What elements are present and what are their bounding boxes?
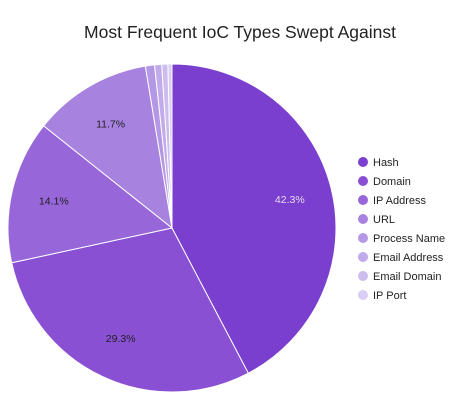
legend-label-domain: Domain xyxy=(373,176,411,188)
legend-marker-email-address xyxy=(358,252,368,262)
slice-domain xyxy=(11,227,249,393)
chart-title: Most Frequent IoC Types Swept Against xyxy=(84,22,396,42)
slice-hash xyxy=(171,63,337,374)
slice-label-domain: 29.3% xyxy=(106,333,136,345)
slice-labels: 42.3% 29.3% 14.1% 11.7% xyxy=(39,118,305,345)
legend-label-email-address: Email Address xyxy=(373,252,444,264)
slice-label-ip-address: 14.1% xyxy=(39,195,69,207)
pie-slices xyxy=(7,63,337,393)
legend-marker-process-name xyxy=(358,233,368,243)
slice-ip-port xyxy=(167,63,173,229)
legend-label-email-domain: Email Domain xyxy=(373,271,441,283)
slice-label-hash: 42.3% xyxy=(275,194,305,206)
slice-url xyxy=(42,65,173,230)
legend-marker-ip-address xyxy=(358,195,368,205)
legend-label-hash: Hash xyxy=(373,157,399,169)
legend-marker-url xyxy=(358,214,368,224)
legend-label-ip-port: IP Port xyxy=(373,290,406,302)
legend-label-process-name: Process Name xyxy=(373,233,445,245)
legend-marker-domain xyxy=(358,176,368,186)
legend: Hash Domain IP Address URL Process Name Email… xyxy=(358,157,445,302)
legend-label-url: URL xyxy=(373,214,395,226)
slice-ip-address xyxy=(7,125,174,264)
slice-label-url: 11.7% xyxy=(96,118,125,130)
legend-marker-ip-port xyxy=(358,290,368,300)
legend-label-ip-address: IP Address xyxy=(373,195,426,207)
legend-marker-hash xyxy=(358,157,368,167)
legend-marker-email-domain xyxy=(358,271,368,281)
